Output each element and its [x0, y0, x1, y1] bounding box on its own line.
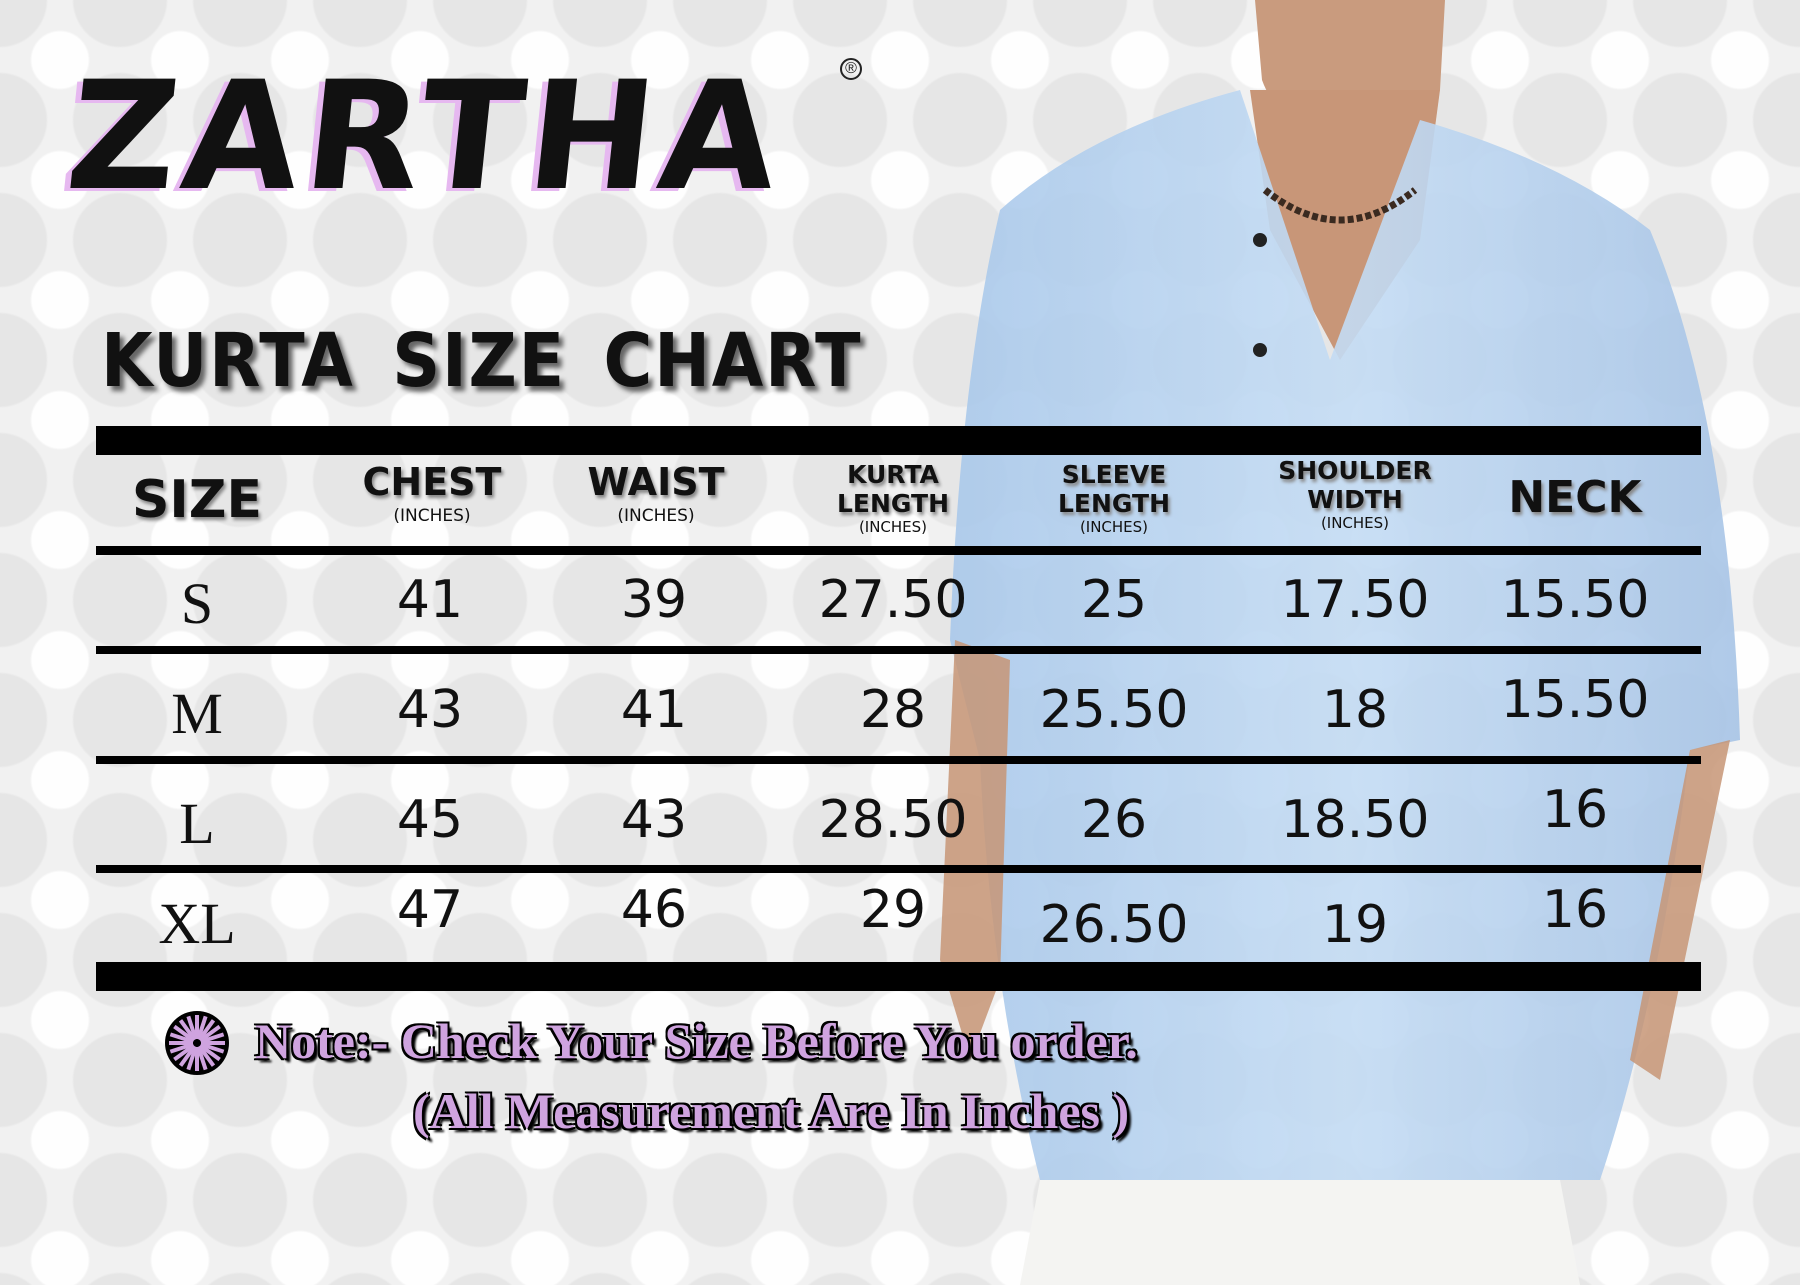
value-cell: 26 — [1080, 790, 1148, 850]
page-title: KURTA SIZE CHART — [101, 318, 863, 404]
value-cell: 25 — [1080, 570, 1148, 630]
value-cell: 25.50 — [1039, 680, 1189, 740]
value-cell: 17.50 — [1280, 570, 1430, 630]
header-size: SIZE — [131, 470, 263, 530]
header-neck: NECK — [1508, 472, 1642, 523]
note-line-2: (All Measurement Are In Inches ) — [413, 1083, 1130, 1139]
value-cell: 15.50 — [1500, 670, 1650, 730]
header-waist: WAIST (INCHES) — [587, 460, 724, 526]
value-cell: 46 — [620, 880, 688, 940]
value-cell: 19 — [1321, 895, 1389, 955]
value-cell: 43 — [620, 790, 688, 850]
value-cell: 15.50 — [1500, 570, 1650, 630]
value-cell: 29 — [859, 880, 927, 940]
value-cell: 39 — [620, 570, 688, 630]
brand-logo: ZARTHA — [59, 50, 792, 224]
row-divider — [96, 756, 1701, 764]
header-kurta-length: KURTA LENGTH (INCHES) — [823, 460, 963, 536]
size-cell: S — [180, 571, 214, 636]
value-cell: 18 — [1321, 680, 1389, 740]
header-label: SHOULDER WIDTH — [1278, 456, 1432, 514]
header-divider — [96, 546, 1701, 555]
value-cell: 27.50 — [818, 570, 968, 630]
value-cell: 26.50 — [1039, 895, 1189, 955]
value-cell: 43 — [396, 680, 464, 740]
header-unit: (INCHES) — [393, 506, 471, 526]
header-label: CHEST — [362, 460, 502, 504]
header-chest: CHEST (INCHES) — [363, 460, 502, 526]
registered-mark: ® — [840, 58, 862, 80]
table-bottom-bar — [96, 962, 1701, 991]
table-top-bar — [96, 426, 1701, 455]
size-cell: M — [171, 681, 223, 746]
row-divider — [96, 865, 1701, 873]
value-cell: 28.50 — [818, 790, 968, 850]
size-cell: XL — [158, 891, 236, 956]
header-unit: (INCHES) — [858, 518, 928, 536]
header-unit: (INCHES) — [617, 506, 695, 526]
value-cell: 47 — [396, 880, 464, 940]
header-unit: (INCHES) — [1079, 518, 1149, 536]
header-label: KURTA LENGTH — [837, 460, 949, 518]
header-unit: (INCHES) — [1320, 514, 1390, 532]
value-cell: 45 — [396, 790, 464, 850]
value-cell: 16 — [1541, 880, 1609, 940]
header-shoulder-width: SHOULDER WIDTH (INCHES) — [1270, 456, 1440, 532]
size-cell: L — [179, 791, 215, 856]
value-cell: 41 — [396, 570, 464, 630]
value-cell: 28 — [859, 680, 927, 740]
value-cell: 16 — [1541, 780, 1609, 840]
header-label: SLEEVE LENGTH — [1058, 460, 1170, 518]
starburst-icon — [165, 1011, 229, 1075]
header-sleeve-length: SLEEVE LENGTH (INCHES) — [1044, 460, 1184, 536]
header-label: WAIST — [587, 460, 725, 504]
value-cell: 41 — [620, 680, 688, 740]
row-divider — [96, 646, 1701, 654]
note-line-1: Note:- Check Your Size Before You order. — [255, 1013, 1138, 1069]
value-cell: 18.50 — [1280, 790, 1430, 850]
